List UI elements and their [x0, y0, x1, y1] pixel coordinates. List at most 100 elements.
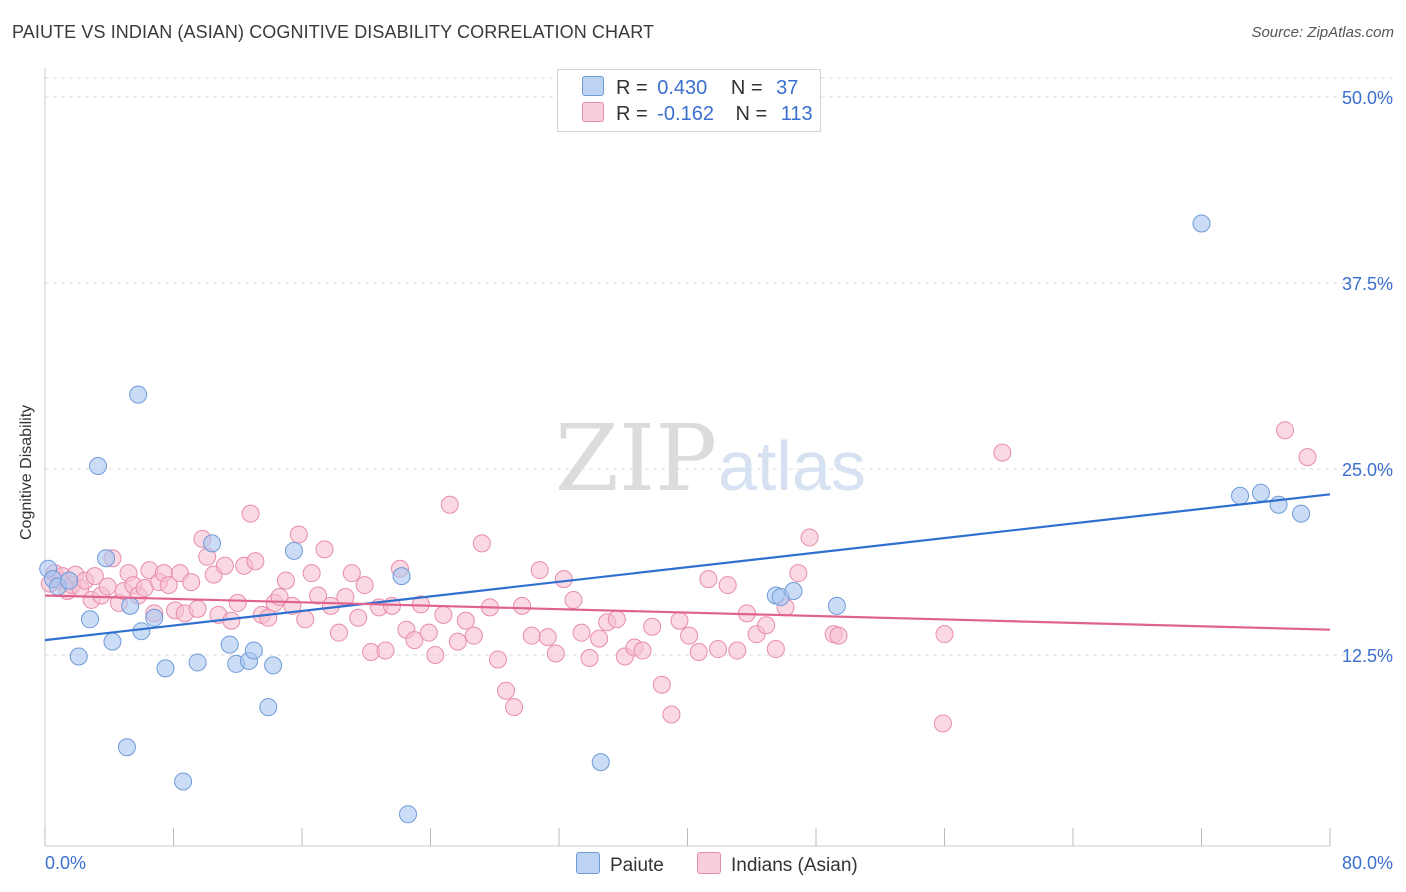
- indians-point: [1298, 448, 1317, 467]
- axes: [44, 68, 1331, 847]
- paiute-point: [591, 753, 610, 772]
- indians-point: [315, 540, 334, 559]
- legend: Paiute Indians (Asian): [0, 852, 1406, 876]
- paiute-point: [203, 534, 222, 553]
- indians-point: [448, 632, 467, 651]
- indians-point: [434, 605, 453, 624]
- paiute-point: [117, 738, 136, 757]
- indians-point: [98, 577, 117, 596]
- paiute-point: [1292, 504, 1311, 523]
- indians-point: [633, 641, 652, 660]
- indians-point: [505, 698, 524, 717]
- indians-point: [580, 648, 599, 667]
- indians-point: [680, 626, 699, 645]
- indians-point: [276, 571, 295, 590]
- indians-point: [419, 623, 438, 642]
- paiute-r-value: 0.430: [657, 77, 708, 99]
- indians-point: [349, 608, 368, 627]
- paiute-point: [129, 385, 148, 404]
- indians-point: [572, 623, 591, 642]
- indians-point: [670, 611, 689, 630]
- indians-point: [85, 567, 104, 586]
- indians-point: [662, 705, 681, 724]
- indians-point: [564, 590, 583, 609]
- indians-point: [329, 623, 348, 642]
- stats-row-indians: R = -0.162 N = 113: [582, 102, 813, 126]
- paiute-point: [89, 457, 108, 476]
- indians-point: [426, 646, 445, 664]
- indians-point: [488, 650, 507, 669]
- indians-point: [728, 641, 747, 660]
- indians-point: [246, 552, 265, 571]
- paiute-point: [97, 549, 116, 568]
- indians-point: [464, 626, 483, 645]
- indians-n-label: N =: [735, 103, 768, 125]
- paiute-point: [399, 805, 418, 824]
- indians-point: [228, 593, 247, 612]
- indians-point: [342, 564, 361, 583]
- legend-paiute-label: Paiute: [610, 855, 664, 876]
- indians-point: [590, 629, 609, 648]
- indians-point: [530, 561, 549, 580]
- indians-point: [376, 641, 395, 660]
- paiute-point: [121, 596, 140, 615]
- paiute-point: [132, 622, 151, 641]
- indians-trend-line: [44, 594, 1331, 631]
- indians-point: [182, 573, 201, 592]
- indians-point: [800, 528, 819, 547]
- indians-point: [699, 570, 718, 589]
- legend-item-indians: Indians (Asian): [697, 852, 858, 877]
- legend-item-paiute: Paiute: [576, 852, 664, 877]
- indians-point: [309, 586, 328, 605]
- indians-swatch: [582, 102, 604, 122]
- y-tick-label: 25.0%: [1342, 460, 1393, 480]
- indians-point: [355, 576, 374, 595]
- paiute-n-label: N =: [730, 77, 763, 99]
- legend-paiute-swatch: [576, 852, 600, 874]
- paiute-point: [156, 659, 175, 678]
- paiute-point: [1251, 483, 1270, 502]
- indians-point: [222, 611, 241, 630]
- indians-point: [935, 625, 954, 644]
- paiute-point: [284, 541, 303, 560]
- indians-point: [643, 617, 662, 636]
- indians-point: [440, 495, 459, 514]
- indians-point: [718, 576, 737, 595]
- paiute-point: [244, 641, 263, 660]
- paiute-point: [784, 582, 803, 601]
- paiute-point: [827, 596, 846, 615]
- stats-row-paiute: R = 0.430 N = 37: [582, 76, 798, 100]
- paiute-point: [1231, 486, 1250, 505]
- indians-point: [215, 556, 234, 575]
- legend-indians-label: Indians (Asian): [731, 855, 858, 876]
- indians-point: [538, 628, 557, 647]
- watermark: ZIP atlas: [555, 405, 866, 512]
- paiute-trend-line: [44, 493, 1331, 642]
- tick-labels: 12.5% 25.0% 37.5% 50.0% 0.0% 80.0%: [45, 88, 1393, 873]
- trend-lines: [44, 493, 1331, 642]
- x-tick-label: 80.0%: [1342, 853, 1393, 873]
- source-label: Source: ZipAtlas.com: [1251, 24, 1394, 41]
- chart-title: PAIUTE VS INDIAN (ASIAN) COGNITIVE DISAB…: [12, 22, 655, 42]
- indians-point: [993, 443, 1012, 462]
- paiute-r-label: R =: [616, 77, 648, 99]
- indians-r-value: -0.162: [657, 103, 714, 125]
- indians-point: [933, 714, 952, 733]
- indians-point: [554, 570, 573, 589]
- indians-point: [829, 626, 848, 645]
- x-tick-label: 0.0%: [45, 853, 86, 873]
- indians-point: [513, 596, 532, 615]
- paiute-point: [188, 653, 207, 672]
- stats-box: R = 0.430 N = 37 R = -0.162 N = 113: [557, 69, 821, 132]
- y-tick-label: 37.5%: [1342, 274, 1393, 294]
- indians-point: [757, 616, 776, 635]
- indians-point: [607, 610, 626, 629]
- y-tick-label: 12.5%: [1342, 646, 1393, 666]
- data-points: [39, 214, 1317, 824]
- paiute-point: [264, 656, 283, 675]
- indians-point: [496, 681, 515, 700]
- paiute-swatch: [582, 76, 604, 96]
- paiute-point: [60, 571, 79, 590]
- indians-point: [296, 610, 315, 629]
